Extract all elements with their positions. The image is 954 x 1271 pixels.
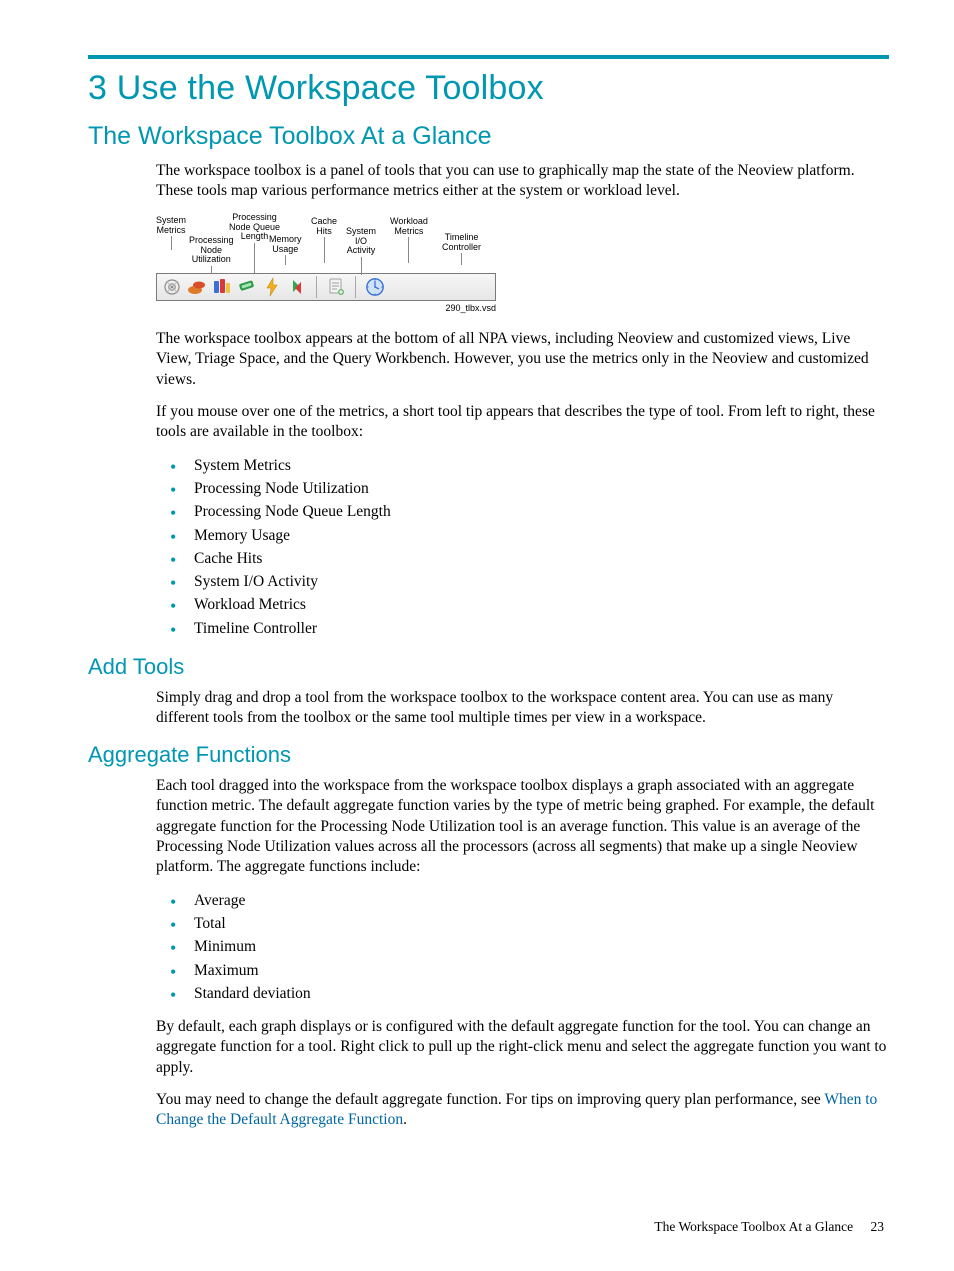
list-item: System Metrics [176, 454, 889, 477]
figure-label: CacheHits [311, 217, 337, 263]
cache-hits-icon[interactable] [262, 277, 282, 297]
list-item: Processing Node Utilization [176, 477, 889, 500]
paragraph: The workspace toolbox appears at the bot… [156, 329, 889, 389]
intro-paragraph: The workspace toolbox is a panel of tool… [156, 161, 889, 201]
figure-label: ProcessingNodeUtilization [189, 236, 234, 273]
system-io-activity-icon[interactable] [287, 277, 307, 297]
toolbox-figure: SystemMetricsProcessingNodeUtilizationPr… [156, 213, 496, 313]
paragraph: You may need to change the default aggre… [156, 1090, 889, 1130]
figure-label: TimelineController [442, 233, 481, 265]
system-metrics-icon[interactable] [162, 277, 182, 297]
page-number: 23 [871, 1219, 885, 1234]
figure-caption: 290_tlbx.vsd [156, 303, 496, 313]
figure-label: SystemI/OActivity [346, 227, 376, 274]
list-item: Minimum [176, 935, 889, 958]
text: . [403, 1111, 407, 1128]
separator [355, 276, 356, 298]
list-item: Total [176, 912, 889, 935]
list-item: Workload Metrics [176, 593, 889, 616]
page-footer: The Workspace Toolbox At a Glance 23 [654, 1219, 884, 1235]
chapter-title: 3 Use the Workspace Toolbox [88, 69, 889, 108]
figure-label: SystemMetrics [156, 216, 186, 250]
paragraph: If you mouse over one of the metrics, a … [156, 402, 889, 442]
list-item: Cache Hits [176, 547, 889, 570]
aggregate-list: AverageTotalMinimumMaximumStandard devia… [156, 889, 889, 1005]
subsection-title: Add Tools [88, 654, 889, 680]
paragraph: By default, each graph displays or is co… [156, 1017, 889, 1077]
list-item: Timeline Controller [176, 617, 889, 640]
list-item: Maximum [176, 959, 889, 982]
processing-node-utilization-icon[interactable] [187, 277, 207, 297]
subsection-title: Aggregate Functions [88, 742, 889, 768]
list-item: Standard deviation [176, 982, 889, 1005]
processing-node-queue-length-icon[interactable] [212, 277, 232, 297]
footer-title: The Workspace Toolbox At a Glance [654, 1219, 853, 1234]
paragraph: Simply drag and drop a tool from the wor… [156, 688, 889, 728]
header-rule [88, 55, 889, 59]
figure-label: MemoryUsage [269, 235, 302, 265]
list-item: Processing Node Queue Length [176, 500, 889, 523]
figure-label: WorkloadMetrics [390, 217, 428, 263]
list-item: Memory Usage [176, 524, 889, 547]
tools-list: System MetricsProcessing Node Utilizatio… [156, 454, 889, 640]
list-item: Average [176, 889, 889, 912]
list-item: System I/O Activity [176, 570, 889, 593]
workload-metrics-icon[interactable] [326, 277, 346, 297]
toolbox-bar [156, 273, 496, 301]
timeline-controller-icon[interactable] [365, 277, 385, 297]
separator [316, 276, 317, 298]
text: You may need to change the default aggre… [156, 1091, 824, 1108]
paragraph: Each tool dragged into the workspace fro… [156, 776, 889, 877]
memory-usage-icon[interactable] [237, 277, 257, 297]
section-title: The Workspace Toolbox At a Glance [88, 122, 889, 151]
